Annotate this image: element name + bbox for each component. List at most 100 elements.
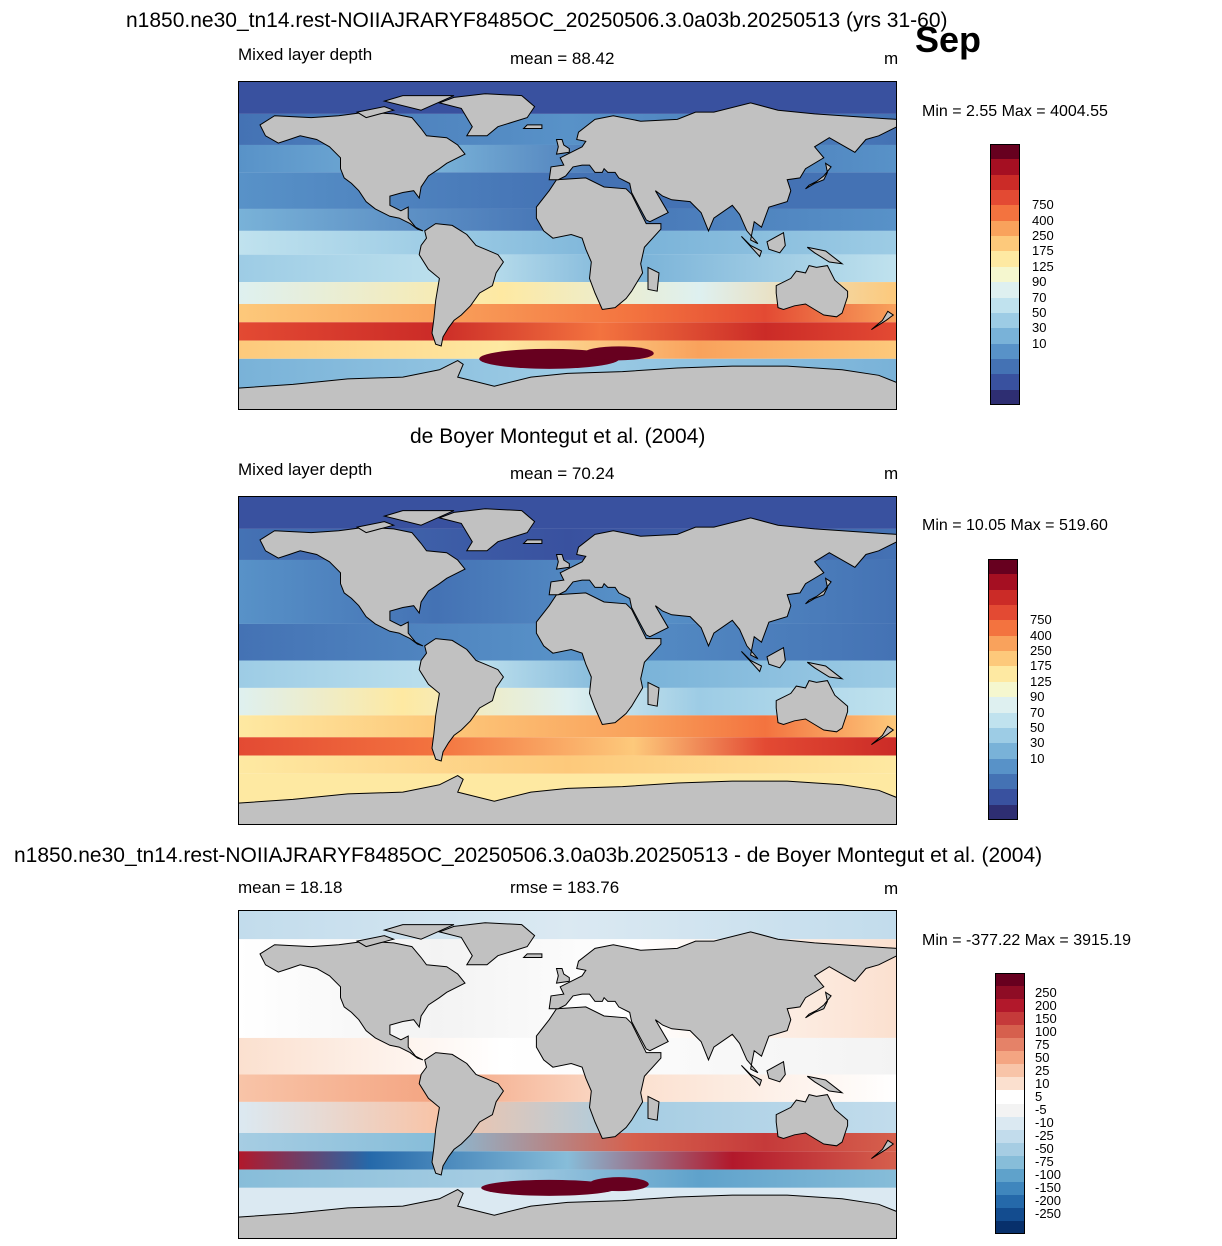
colorbar-swatch (988, 727, 1018, 744)
colorbar-swatch (988, 559, 1018, 575)
land-mass (806, 1075, 844, 1094)
colorbar-swatch (990, 159, 1020, 176)
land-mass (437, 922, 536, 966)
land-mass (871, 310, 895, 331)
panel2-minmax: Min = 10.05 Max = 519.60 (922, 517, 1108, 534)
land-mass (805, 991, 832, 1019)
land-mass (535, 177, 662, 311)
colorbar-tick-label: 10 (1030, 750, 1045, 766)
land-mass (238, 775, 897, 825)
panel1-mean-label: mean = 88.42 (510, 49, 615, 68)
colorbar-tick-label: -200 (1035, 1193, 1062, 1209)
land-mass (741, 236, 763, 258)
land-mass (522, 953, 543, 958)
field-band (238, 81, 897, 114)
colorbar-tick-label: 70 (1030, 704, 1045, 720)
map-frame (238, 910, 897, 1239)
panel2-left-label: Mixed layer depth (238, 460, 373, 479)
colorbar-swatch (995, 999, 1025, 1013)
colorbar-tick-label: 125 (1032, 258, 1054, 274)
land-mass (535, 592, 662, 726)
colorbar-swatch (988, 635, 1018, 652)
panel3-minmax: Min = -377.22 Max = 3915.19 (922, 932, 1132, 949)
land-mass (647, 681, 660, 707)
colorbar-swatch (988, 589, 1018, 606)
colorbar-swatch (995, 1207, 1025, 1222)
land-mass (555, 139, 570, 155)
land-mass (382, 924, 455, 940)
land-mass (522, 539, 543, 544)
colorbar-swatch (995, 1025, 1025, 1039)
panel2-map (238, 496, 897, 825)
land-mass (382, 95, 455, 111)
panel1-units: m (884, 49, 899, 68)
colorbar-swatch (990, 358, 1020, 375)
land-mass (555, 554, 570, 570)
colorbar-tick-label: 10 (1035, 1075, 1050, 1091)
field-band (238, 910, 897, 940)
field-band (238, 496, 897, 529)
land-mass (548, 931, 897, 1074)
colorbar-swatch (988, 758, 1018, 775)
colorbar-tick-label: 50 (1030, 719, 1045, 735)
colorbar-swatch (988, 743, 1018, 760)
colorbar-swatch (995, 1142, 1025, 1157)
panel3-units: m (884, 879, 899, 898)
colorbar-swatch (995, 1012, 1025, 1026)
colorbar-tick-label: -5 (1035, 1102, 1047, 1118)
colorbar-tick-label: 250 (1030, 643, 1052, 659)
colorbar-swatch (995, 1090, 1025, 1104)
land-mass (548, 102, 897, 245)
panel1-map (238, 81, 897, 410)
land-mass (418, 638, 505, 762)
land-mass (741, 1065, 763, 1087)
colorbar-swatch (988, 712, 1018, 729)
panel2-colorbar: 750 400 250 175 125 90 70 50 30 10 (988, 559, 1052, 821)
colorbar-swatch (995, 1181, 1025, 1196)
land-mass (806, 246, 844, 265)
colorbar-tick-label: 50 (1035, 1049, 1050, 1065)
field-band (238, 660, 897, 688)
land-mass (548, 517, 897, 660)
colorbar-swatch (995, 1077, 1025, 1091)
model-map-svg (238, 81, 897, 410)
field-band (238, 1169, 897, 1188)
land-mass (766, 231, 786, 254)
colorbar-tick-label: 200 (1035, 997, 1057, 1013)
colorbar-tick-label: -250 (1035, 1206, 1062, 1222)
colorbar-tick-label: -75 (1035, 1154, 1054, 1170)
panel3-rmse-label: rmse = 183.76 (510, 878, 620, 897)
colorbar-swatch (990, 220, 1020, 237)
land-mass (647, 1095, 660, 1121)
land-mass (871, 1139, 895, 1160)
land-mass (259, 940, 466, 1061)
colorbar-swatch (988, 605, 1018, 621)
land-mass (522, 124, 543, 129)
colorbar-tick-label: 90 (1032, 274, 1047, 290)
colorbar-swatch (990, 282, 1020, 299)
colorbar-tick-label: 175 (1030, 658, 1052, 674)
colorbar-tick-label: 250 (1032, 228, 1054, 244)
field-band (238, 715, 897, 738)
colorbar-tick-label: 150 (1035, 1010, 1057, 1026)
land-mass (871, 725, 895, 746)
panel2-units: m (884, 464, 899, 483)
land-mass (775, 1094, 849, 1147)
field-patch (588, 1177, 649, 1192)
land-mass (437, 508, 536, 552)
land-mass (555, 968, 570, 984)
colorbar-tick-label: 90 (1030, 689, 1045, 705)
colorbar-swatch (990, 174, 1020, 191)
colorbar-swatch (995, 1103, 1025, 1118)
land-mass (775, 680, 849, 733)
colorbar-swatch (990, 266, 1020, 283)
diff-map-svg (238, 910, 897, 1239)
panel3-colorbar: 250 200 150 100 75 50 25 10 5 -5 -10 -25 -50 -75 -100-… (995, 973, 1061, 1235)
figure-title: n1850.ne30_tn14.rest-NOIIAJRARYF8485OC_2… (126, 9, 948, 32)
colorbar-swatch (988, 574, 1018, 591)
colorbar-swatch (995, 1064, 1025, 1078)
land-mass (805, 162, 832, 190)
land-mass (805, 577, 832, 605)
colorbar-swatch (995, 1168, 1025, 1183)
land-mass (259, 526, 466, 647)
